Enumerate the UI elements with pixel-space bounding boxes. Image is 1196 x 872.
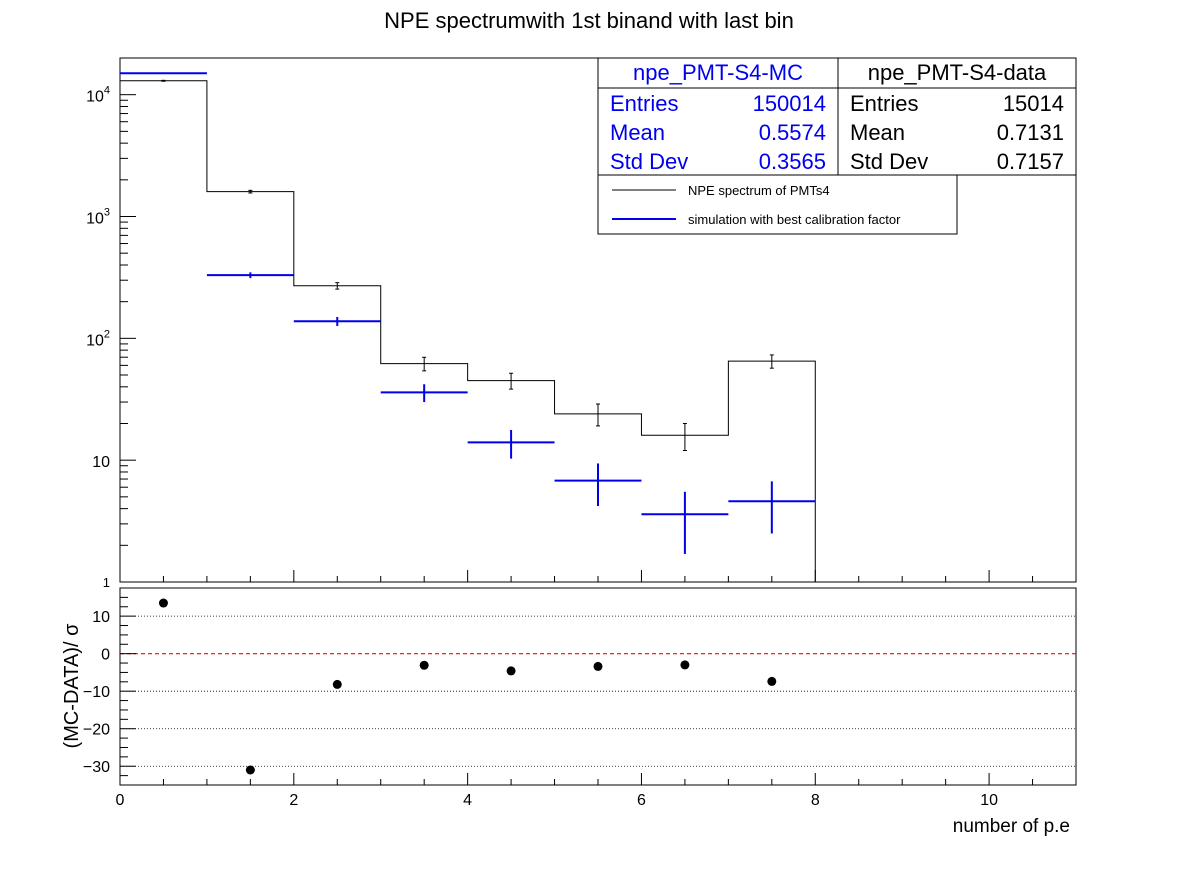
stats-box-data-title: npe_PMT-S4-data [868, 60, 1047, 85]
stats-mc-mean-value: 0.5574 [759, 120, 826, 145]
x-tick-label: 10 [980, 792, 998, 809]
stats-box-data: npe_PMT-S4-data Entries 15014 Mean 0.713… [837, 57, 1077, 176]
mc-bin [206, 272, 294, 279]
spectrum-x-ticks [119, 570, 1077, 582]
mc-histogram [120, 72, 816, 554]
stats-data-mean-value: 0.7131 [997, 120, 1064, 145]
data-bin-errorbar [509, 372, 514, 390]
data-bin-errorbar [596, 403, 600, 427]
spectrum-y-tick-label: 104 [86, 85, 110, 106]
stats-data-entries-label: Entries [850, 91, 918, 116]
mc-bin [120, 72, 207, 75]
data-bin-errorbar [161, 79, 166, 82]
residual-y-ticks: 10 0 −10 −20 −30 [83, 587, 136, 786]
data-bin-errorbar [769, 354, 774, 369]
residual-points [158, 598, 777, 775]
data-histogram-outline [120, 80, 816, 582]
residual-point [593, 661, 603, 671]
stats-mc-mean-label: Mean [610, 120, 665, 145]
stats-box-mc: npe_PMT-S4-MC Entries 150014 Mean 0.5574… [597, 57, 839, 176]
residual-y-tick-label: 10 [92, 609, 110, 626]
stats-mc-stddev-label: Std Dev [610, 149, 688, 174]
legend-label-mc: simulation with best calibration factor [688, 212, 901, 227]
legend-frame [597, 174, 958, 235]
mc-bin [380, 384, 468, 403]
stats-data-entries-value: 15014 [1003, 91, 1064, 116]
residual-y-axis-label: (MC-DATA)/ σ [61, 623, 83, 749]
residual-x-ticks: 0 2 4 6 8 10 [116, 773, 1077, 809]
residual-panel: 0 2 4 6 8 10 10 0 −10 −20 −30 (MC-DATA)/ σ number… [61, 587, 1077, 837]
data-histogram [120, 79, 816, 582]
stats-box-data-frame [837, 57, 1077, 176]
spectrum-y-bottom-label: 1 [103, 575, 110, 590]
mc-bin [293, 316, 381, 326]
chart-title: NPE spectrumwith 1st binand with last bi… [384, 8, 794, 33]
stats-data-stddev-label: Std Dev [850, 149, 928, 174]
data-bin-errorbar [422, 356, 427, 372]
stats-data-stddev-value: 0.7157 [997, 149, 1064, 174]
x-tick-label: 4 [463, 792, 472, 809]
data-bin-errorbar [682, 422, 687, 452]
stats-box-mc-title: npe_PMT-S4-MC [633, 60, 803, 85]
mc-bin [554, 463, 642, 507]
mc-bin [728, 481, 816, 534]
stats-box-mc-frame [597, 57, 839, 176]
spectrum-y-tick-label: 10 [92, 454, 110, 471]
residual-point [332, 679, 342, 689]
residual-y-tick-label: −20 [83, 722, 110, 739]
residual-point [419, 660, 429, 670]
stats-mc-stddev-value: 0.3565 [759, 149, 826, 174]
spectrum-y-tick-label: 103 [86, 207, 110, 228]
legend-label-data: NPE spectrum of PMTs4 [688, 183, 830, 198]
spectrum-y-ticks: 10 102 103 104 1 [86, 57, 136, 590]
residual-y-tick-label: 0 [101, 647, 110, 664]
residual-point [680, 660, 690, 670]
residual-grid [120, 615, 1076, 767]
residual-point [506, 666, 516, 676]
residual-point [245, 765, 255, 775]
legend: NPE spectrum of PMTs4 simulation with be… [597, 174, 958, 235]
stats-mc-entries-label: Entries [610, 91, 678, 116]
residual-y-tick-label: −10 [83, 684, 110, 701]
residual-frame [119, 587, 1077, 786]
x-tick-label: 0 [116, 792, 125, 809]
mc-bin [641, 491, 729, 554]
x-tick-label: 2 [289, 792, 298, 809]
spectrum-y-tick-label: 102 [86, 328, 110, 349]
x-tick-label: 6 [637, 792, 646, 809]
residual-y-tick-label: −30 [83, 759, 110, 776]
residual-point [158, 598, 168, 608]
data-bin-errorbar [248, 189, 253, 194]
data-bin-errorbar [335, 282, 340, 290]
residual-point [767, 676, 777, 686]
stats-mc-entries-value: 150014 [753, 91, 826, 116]
stats-data-mean-label: Mean [850, 120, 905, 145]
x-tick-label: 8 [811, 792, 820, 809]
mc-bin [467, 429, 555, 459]
x-axis-label: number of p.e [953, 816, 1070, 837]
